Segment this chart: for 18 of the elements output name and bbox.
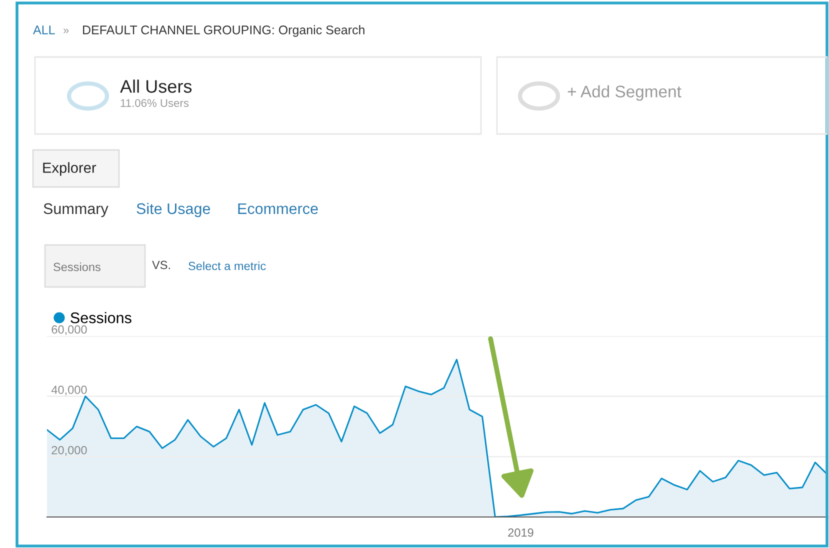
y-tick-label: 20,000 [52,446,87,456]
text: Summary [44,203,108,218]
text: + Add Segment [568,85,682,101]
x-tick-label: 2019 [508,528,534,537]
text: Site Usage [136,202,210,218]
text: Sessions [54,262,100,272]
y-tick-label: 40,000 [51,386,87,396]
text: Explorer [43,162,96,176]
legend-label: Sessions [70,312,132,324]
text: VS. [152,260,170,270]
text: Select a metric [188,261,266,270]
text: Ecommerce [238,203,318,214]
text: ALL [33,26,55,34]
text: DEFAULT CHANNEL GROUPING: Organic Search [83,25,364,37]
text: 11.06% Users [120,99,189,107]
y-tick-label: 60,000 [52,325,87,336]
text: All Users [120,80,192,93]
text: » [63,28,69,34]
